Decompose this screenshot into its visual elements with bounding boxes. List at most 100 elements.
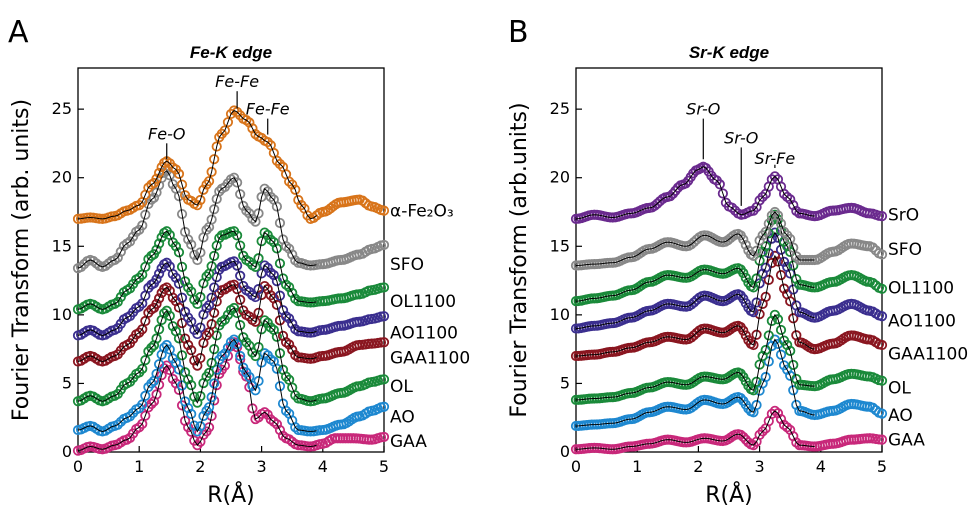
data-point <box>112 419 123 430</box>
data-point <box>183 339 194 351</box>
x-tick-label: 5 <box>877 457 887 476</box>
data-point <box>680 178 691 189</box>
panel-b-title: Sr-K edge <box>689 43 769 62</box>
data-point <box>751 245 762 256</box>
data-point <box>378 311 390 322</box>
series-label: α-Fe₂O₃ <box>390 202 454 222</box>
data-point <box>772 256 784 267</box>
series-label: AO1100 <box>888 311 956 331</box>
y-tick-label: 15 <box>52 236 72 255</box>
data-point <box>195 322 206 333</box>
series-OL: OL <box>570 309 911 405</box>
data-point <box>788 284 799 295</box>
data-point <box>206 292 217 303</box>
data-point <box>274 290 286 301</box>
panel-b: B Sr-K edge 0 1 2 3 4 5 0 5 10 15 20 25 GAA AO OL GAA11… <box>507 15 968 508</box>
data-point <box>192 200 203 211</box>
series-OL1100: OL1100 <box>72 226 456 315</box>
data-point <box>271 331 282 342</box>
fit-line <box>77 338 317 433</box>
data-point <box>876 249 888 260</box>
data-point <box>167 321 178 332</box>
panel-b-ylabel: Fourier Transform (arb.units) <box>507 102 532 417</box>
data-point <box>748 250 759 261</box>
fit-line <box>575 338 815 427</box>
panel-a-ylabel: Fourier Transform (arb. units) <box>9 99 34 421</box>
data-point <box>195 247 206 258</box>
data-point <box>148 192 160 203</box>
data-point <box>173 364 185 375</box>
data-point <box>256 236 267 247</box>
y-tick-label: 0 <box>560 442 570 461</box>
data-point <box>235 350 246 362</box>
data-point <box>186 239 197 250</box>
panel-letter-a: A <box>8 15 29 50</box>
annotation-label: Fe-Fe <box>215 72 259 91</box>
data-point <box>751 399 762 411</box>
data-point <box>203 402 215 413</box>
data-point <box>760 262 771 273</box>
data-point <box>244 371 255 383</box>
data-point <box>173 278 185 289</box>
data-point <box>198 184 209 195</box>
data-point <box>134 200 145 211</box>
data-point <box>748 385 759 396</box>
data-point <box>287 318 298 329</box>
x-tick-label: 0 <box>571 457 581 476</box>
data-point <box>209 204 220 215</box>
data-point <box>751 273 762 284</box>
series-SFO: SFO <box>570 206 922 271</box>
fit-line <box>77 260 317 336</box>
data-point <box>232 260 243 271</box>
data-point <box>265 191 276 203</box>
series-label: GAA1100 <box>390 348 470 368</box>
data-point <box>717 188 728 199</box>
data-point <box>766 408 777 419</box>
data-point <box>195 291 206 303</box>
panel-a-xlabel: R(Å) <box>207 481 255 508</box>
data-point <box>274 258 286 269</box>
data-point <box>760 291 771 302</box>
data-point <box>153 359 165 370</box>
data-point <box>151 368 162 379</box>
data-point <box>250 385 261 396</box>
data-point <box>140 390 151 401</box>
data-point <box>287 179 298 190</box>
y-tick-label: 0 <box>62 442 72 461</box>
data-point <box>253 284 264 295</box>
fit-line <box>77 230 317 310</box>
data-point <box>176 317 188 329</box>
data-point <box>778 188 790 200</box>
fit-line <box>575 231 815 330</box>
data-point <box>788 242 799 253</box>
data-point <box>209 282 220 293</box>
fit-line <box>77 109 317 220</box>
data-point <box>206 357 217 368</box>
data-point <box>760 344 771 356</box>
data-point <box>146 342 157 353</box>
fit-line <box>575 166 815 220</box>
data-point <box>876 375 888 386</box>
data-point <box>751 376 762 387</box>
data-point <box>189 355 200 366</box>
series-AO1100: AO1100 <box>72 256 458 344</box>
x-tick-label: 1 <box>632 457 642 476</box>
data-point <box>195 421 206 432</box>
x-tick-label: 2 <box>693 457 703 476</box>
data-point <box>140 355 151 366</box>
data-point <box>173 333 185 344</box>
data-point <box>176 350 188 361</box>
data-point <box>763 356 774 367</box>
data-point <box>735 393 746 404</box>
panel-a-title: Fe-K edge <box>190 43 272 62</box>
data-point <box>201 271 212 282</box>
x-tick-label: 1 <box>134 457 144 476</box>
data-point <box>280 405 292 416</box>
data-point <box>164 310 175 321</box>
data-point <box>232 177 243 188</box>
data-point <box>206 261 217 272</box>
data-point <box>176 208 188 220</box>
data-point <box>738 234 749 245</box>
data-point <box>274 217 286 229</box>
